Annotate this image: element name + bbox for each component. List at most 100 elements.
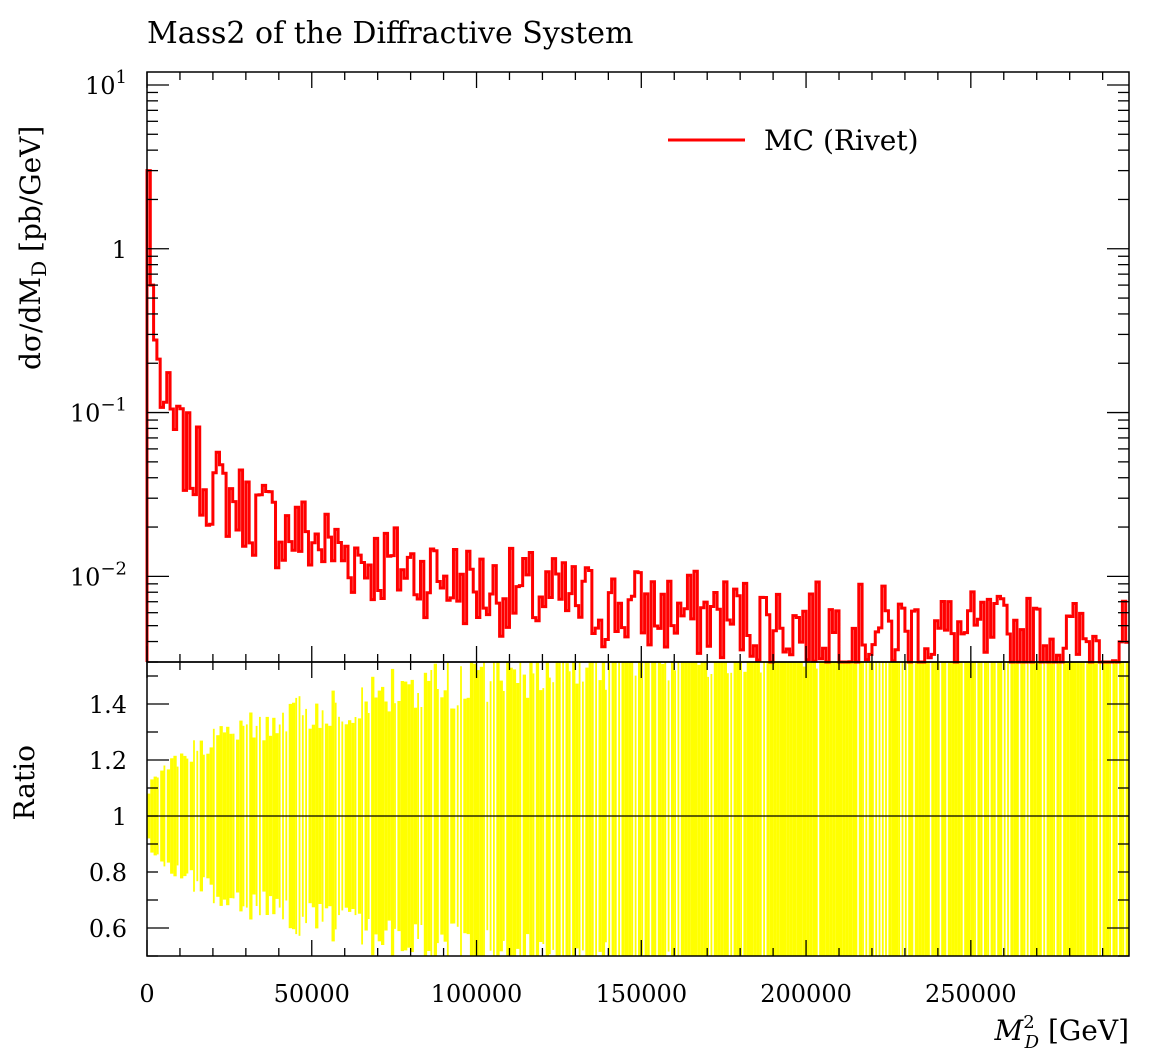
ratio-band-bin: [657, 662, 662, 956]
ratio-band-bin: [914, 662, 919, 956]
ratio-band-bin: [759, 672, 762, 956]
ratio-band-bin: [934, 662, 938, 956]
ratio-tick-label: 0.8: [89, 859, 127, 887]
ratio-band-bin: [743, 671, 747, 956]
ratio-band-bin: [1056, 662, 1060, 956]
ratio-band-bin: [690, 662, 694, 956]
ratio-band-bin: [608, 662, 611, 956]
y-axis-label-text: dσ/dM: [14, 277, 47, 370]
ratio-tick-label: 1.2: [89, 747, 127, 775]
ratio-band-bin: [845, 662, 849, 956]
ratio-band-bin: [651, 662, 655, 956]
ratio-band-bin: [1059, 662, 1062, 956]
ratio-band-bin: [806, 662, 810, 956]
ratio-band-bin: [644, 662, 648, 956]
ratio-band-bin: [1119, 662, 1123, 956]
ratio-band-bin: [888, 662, 892, 956]
legend: MC (Rivet): [668, 124, 919, 157]
ratio-band-bin: [1043, 662, 1046, 956]
ratio-band-bin: [809, 662, 813, 956]
ratio-band-bin: [555, 662, 559, 956]
ratio-band-bin: [964, 662, 968, 956]
ratio-panel-frame: [146, 661, 1130, 957]
ratio-band-bin: [430, 670, 433, 956]
ratio-band-bin: [924, 662, 928, 956]
ratio-band-bin: [1105, 662, 1110, 956]
y-axis-label-unit: [pb/GeV]: [14, 126, 47, 252]
ratio-band-bin: [839, 662, 843, 956]
ratio-band-bin: [572, 662, 576, 956]
ratio-band-bin: [799, 662, 803, 956]
ratio-band-bin: [796, 662, 800, 956]
ratio-band-bin: [1053, 662, 1055, 956]
ratio-band-bin: [611, 662, 615, 956]
ratio-band-bin: [621, 662, 625, 956]
ratio-band-bin: [872, 662, 874, 956]
x-axis-label-sup: 2: [1023, 1012, 1034, 1033]
ratio-band-bin: [736, 662, 741, 956]
ratio-tick-label: 1.4: [89, 691, 127, 719]
legend-label-mc-rivet: MC (Rivet): [764, 124, 919, 157]
ratio-band-bin: [684, 662, 688, 956]
ratio-band-bin: [756, 662, 760, 956]
ratio-band-bin: [977, 662, 981, 956]
ratio-band-bin: [904, 662, 907, 956]
ratio-band-bin: [819, 662, 823, 956]
ratio-band-bin: [987, 662, 990, 956]
ratio-band-bin: [469, 662, 474, 956]
ratio-band-bin: [624, 662, 629, 956]
ratio-band-bin: [1115, 662, 1118, 956]
ratio-band-bin: [1112, 662, 1116, 956]
ratio-band-bin: [835, 662, 839, 956]
ratio-band-bin: [1073, 662, 1077, 956]
ratio-band-bin: [664, 662, 667, 956]
ratio-band-bin: [1013, 662, 1017, 956]
ratio-band-bin: [862, 662, 864, 956]
ratio-band-bin: [545, 662, 549, 956]
ratio-band-bin: [433, 663, 437, 956]
ratio-band-bin: [763, 662, 765, 956]
ratio-band-bin: [875, 662, 878, 956]
y-tick-label: 10−2: [70, 558, 127, 591]
ratio-band-bin: [951, 662, 955, 956]
ratio-band-bin: [473, 663, 477, 956]
ratio-band-bin: [852, 662, 856, 956]
ratio-band-bin: [1063, 662, 1067, 956]
ratio-band-bin: [868, 662, 872, 956]
x-axis-label: M2 D [GeV]: [994, 1012, 1129, 1053]
ratio-band-bin: [1033, 662, 1037, 956]
ratio-band-bin: [535, 662, 540, 956]
ratio-band-bin: [628, 662, 632, 956]
ratio-band-bin: [825, 662, 830, 956]
ratio-band-bin: [618, 662, 620, 956]
ratio-band-bin: [654, 662, 657, 956]
ratio-band-bin: [786, 662, 790, 956]
ratio-band-bin: [792, 662, 797, 956]
ratio-tick-label: 0.6: [89, 915, 127, 943]
ratio-band-bin: [522, 674, 526, 956]
ratio-band-bin: [954, 662, 958, 956]
ratio-band-bin: [588, 662, 592, 956]
ratio-band-bin: [479, 666, 484, 956]
ratio-band-bin: [1122, 662, 1125, 956]
ratio-band-bin: [789, 662, 793, 956]
ratio-band-bin: [512, 669, 517, 956]
ratio-band-bin: [1003, 662, 1006, 956]
ratio-band-bin: [990, 662, 994, 956]
ratio-band-bin: [947, 662, 952, 956]
ratio-band-bin: [720, 662, 724, 956]
ratio-band-bin: [1026, 662, 1029, 956]
ratio-band-bin: [829, 662, 833, 956]
ratio-band-bin: [638, 662, 642, 956]
ratio-band-bin: [723, 662, 727, 956]
ratio-band-bin: [1017, 662, 1019, 956]
ratio-axis-label: Ratio: [8, 745, 41, 820]
ratio-band-bin: [865, 662, 868, 956]
ratio-band-bin: [687, 662, 691, 956]
ratio-band-bin: [423, 672, 428, 956]
ratio-band-bin: [944, 662, 947, 956]
ratio-band-bin: [493, 662, 495, 956]
ratio-band-bin: [895, 662, 899, 956]
ratio-band-bin: [730, 672, 733, 956]
ratio-band-bin: [703, 662, 708, 956]
